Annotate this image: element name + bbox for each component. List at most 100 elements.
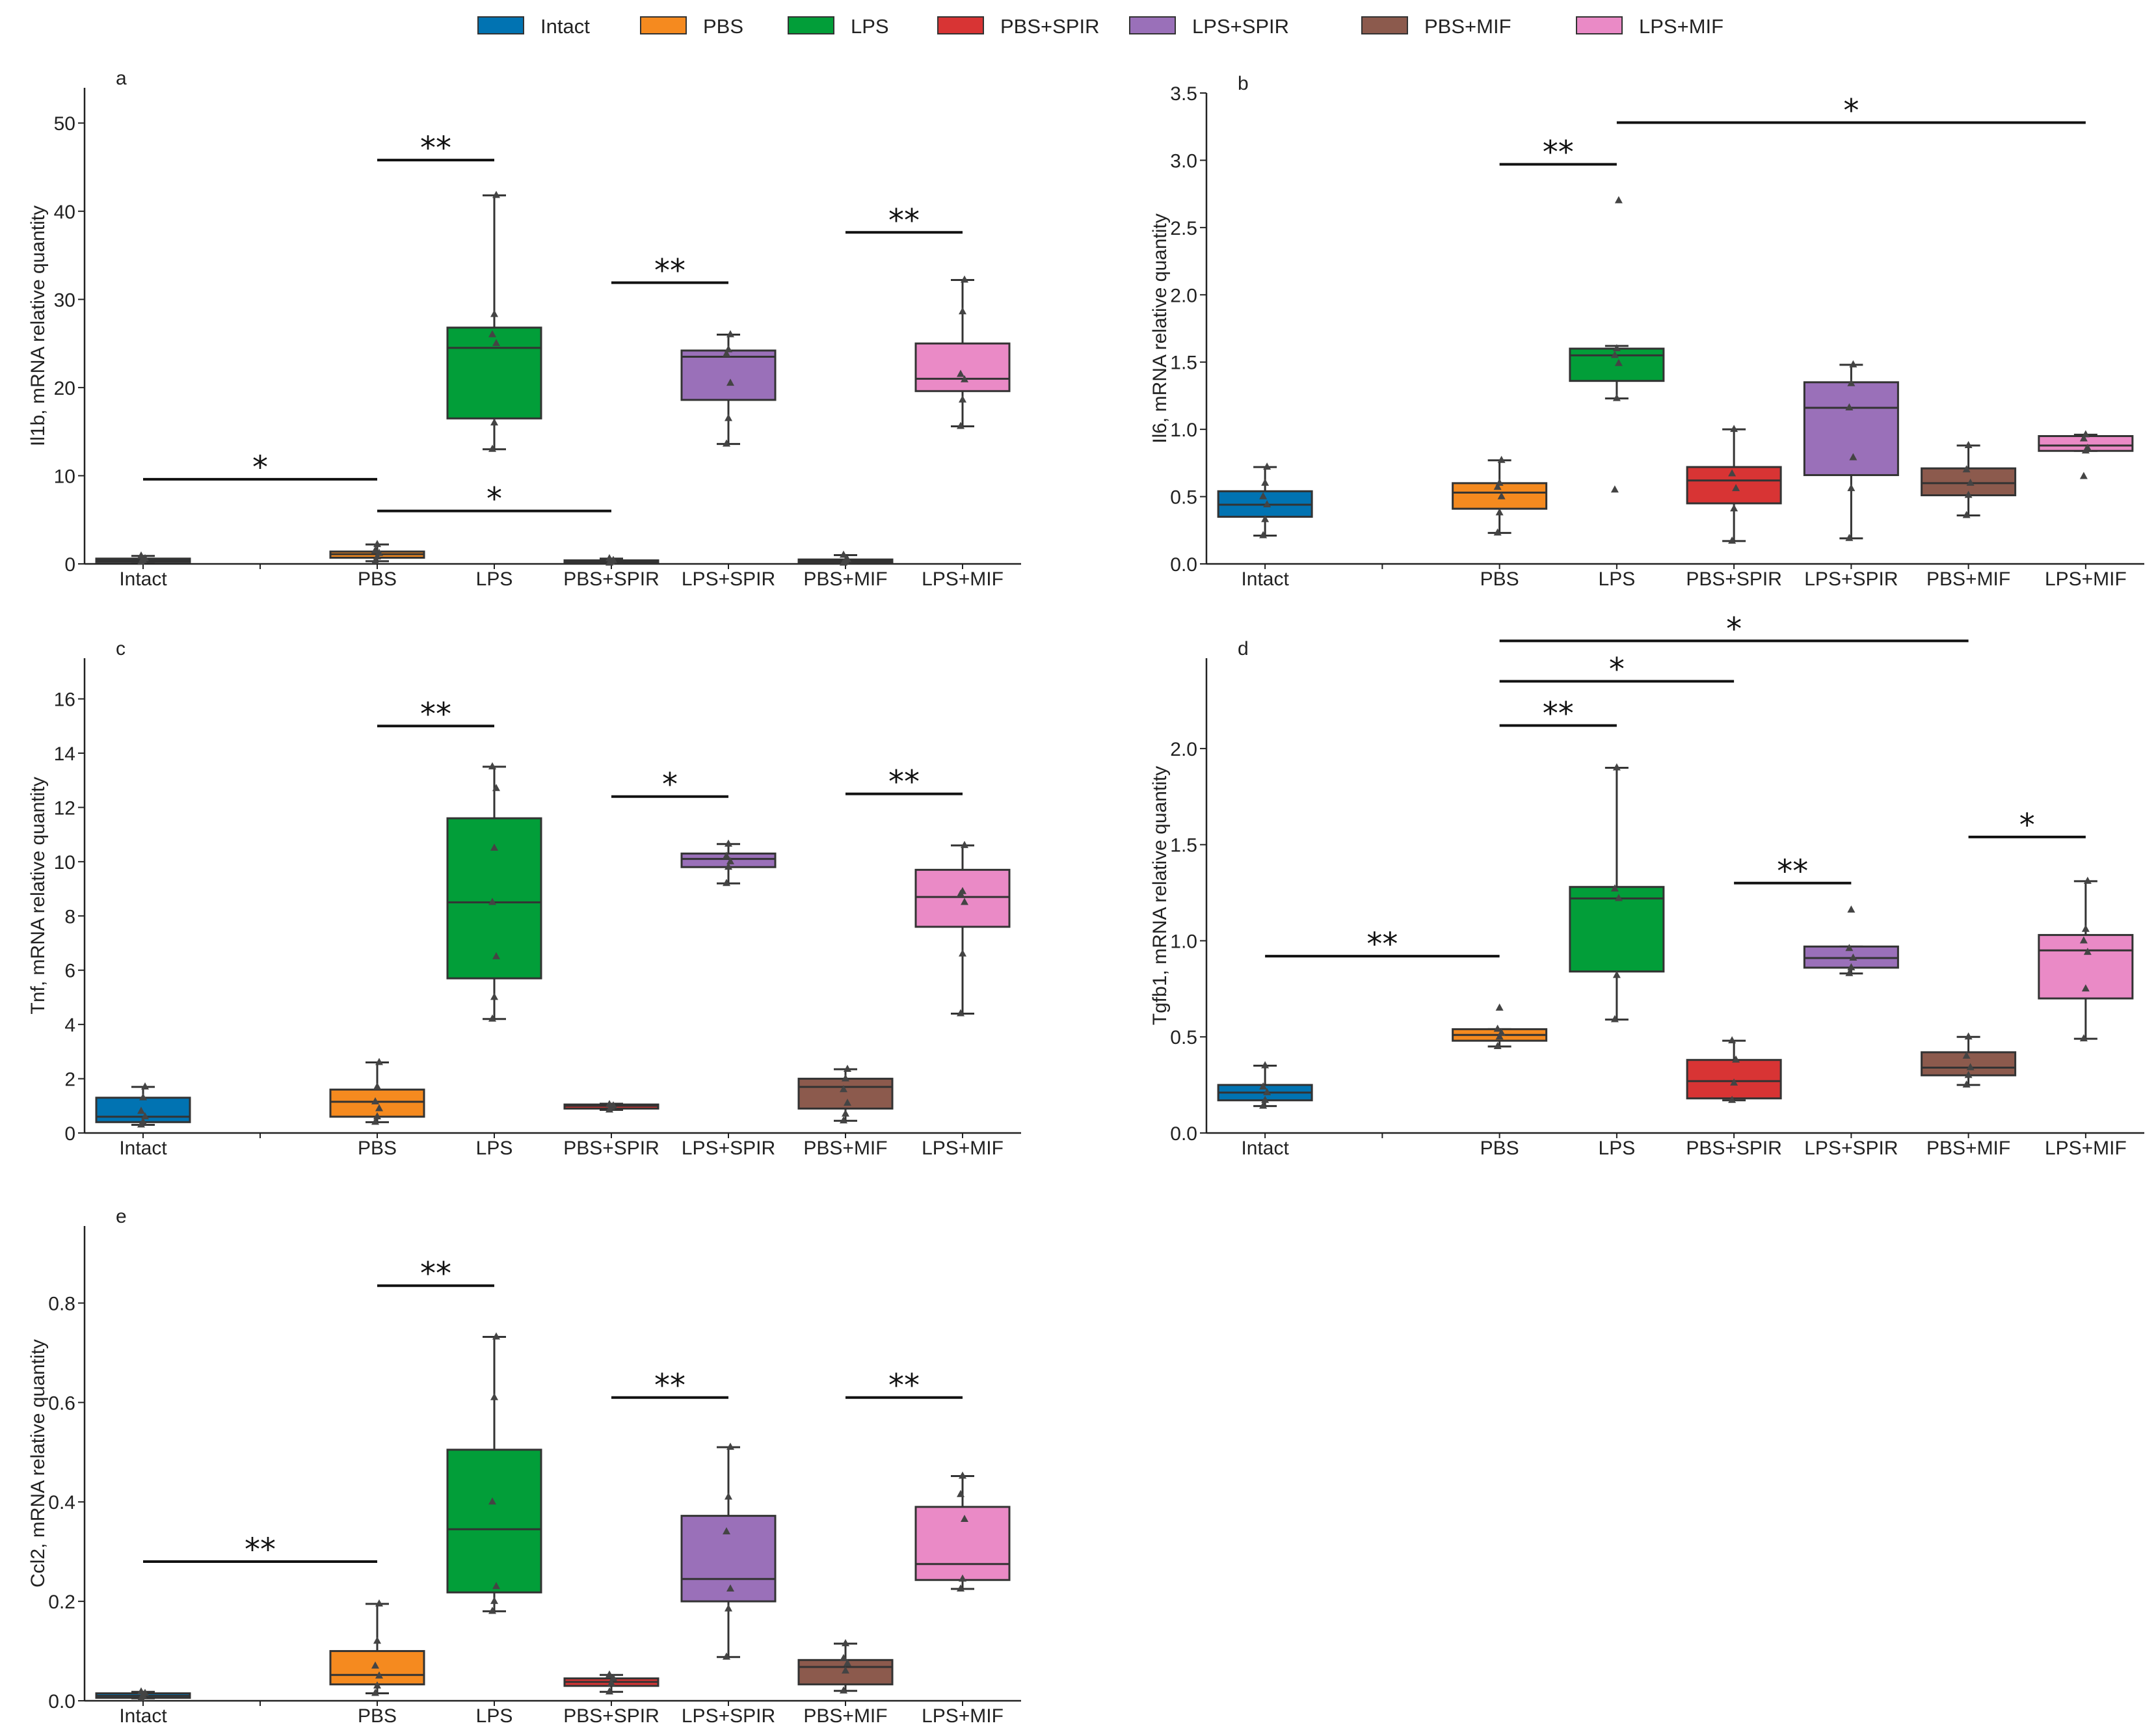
data-point (725, 345, 732, 353)
data-point (726, 379, 734, 386)
data-point (842, 1666, 849, 1674)
x-tick-label: Intact (119, 568, 167, 590)
data-point (1730, 504, 1738, 512)
data-point (606, 1100, 613, 1108)
data-point (842, 1639, 849, 1647)
significance-label: ** (888, 764, 920, 801)
data-point (961, 840, 968, 848)
box-lps-spir (680, 330, 777, 447)
y-axis-label: Ccl2, mRNA relative quantity (27, 1339, 49, 1588)
data-point (2081, 924, 2090, 932)
data-point (1612, 344, 1621, 352)
data-point (488, 1014, 496, 1022)
data-point (957, 369, 965, 377)
x-tick-label: Intact (119, 1138, 167, 1159)
y-tick-label: 30 (54, 289, 75, 311)
data-point (844, 1659, 851, 1666)
data-point (375, 1058, 383, 1065)
panel-letter: b (1238, 73, 1249, 94)
data-point (2081, 984, 2090, 992)
significance-label: * (1726, 611, 1742, 647)
box-lps-spir (680, 839, 777, 886)
data-point (137, 1106, 145, 1114)
data-point (1614, 894, 1623, 901)
significance-bar: * (1499, 651, 1735, 687)
data-point (2079, 434, 2088, 442)
legend-swatch (1361, 16, 1408, 34)
data-point (1259, 531, 1268, 539)
legend-item-pbs-spir: PBS+SPIR (937, 15, 1100, 38)
significance-bar: ** (1265, 926, 1500, 963)
data-point (609, 1673, 617, 1681)
data-point (371, 1661, 379, 1669)
data-point (1732, 1055, 1740, 1063)
data-point (606, 1687, 613, 1695)
box-pbs (329, 1058, 425, 1125)
data-point (492, 339, 500, 347)
data-point (959, 307, 966, 315)
y-tick-label: 0.2 (48, 1592, 75, 1613)
significance-bar: ** (1734, 853, 1852, 890)
box-pbs-mif (1921, 1032, 2017, 1088)
data-point (375, 1599, 383, 1606)
significance-bar: ** (143, 1532, 377, 1568)
data-point (2083, 444, 2092, 451)
legend-swatch (477, 16, 524, 34)
significance-label: ** (654, 253, 685, 289)
data-point (1730, 425, 1738, 433)
box-intact (1217, 1061, 1313, 1109)
x-tick-label: PBS+SPIR (1686, 568, 1782, 590)
y-tick-label: 20 (54, 378, 75, 399)
panel-b: b Il6, mRNA relative quantity 0.0 0.5 1.0 1.5… (1149, 73, 2144, 590)
box-iqr (446, 1448, 542, 1593)
data-point (1962, 1080, 1971, 1088)
box-iqr (680, 349, 777, 401)
data-point (606, 1670, 613, 1678)
box-pbs-mif (1921, 440, 2017, 518)
data-point (723, 851, 730, 859)
data-point (1495, 508, 1504, 516)
data-point (725, 839, 732, 847)
x-tick-label: LPS (1599, 568, 1636, 590)
box-lps-mif (914, 1471, 1011, 1592)
data-point (488, 762, 496, 769)
data-point (840, 1085, 847, 1093)
data-point (1964, 1032, 1973, 1040)
data-point (2083, 876, 2092, 884)
y-axis-label: Tgfb1, mRNA relative quantity (1149, 766, 1171, 1026)
x-tick-label: PBS+MIF (1926, 568, 2010, 590)
y-tick-label: 0.8 (48, 1293, 75, 1314)
data-point (842, 1109, 849, 1117)
data-point (957, 1009, 965, 1017)
x-tick-label: PBS (358, 568, 397, 590)
data-point (607, 1679, 615, 1686)
panel-e: e Ccl2, mRNA relative quantity 0.0 0.2 0.4 0.… (27, 1206, 1021, 1727)
data-point (488, 444, 496, 452)
panel-letter: c (116, 638, 126, 659)
box-pbs (329, 540, 425, 564)
data-point (490, 1597, 498, 1605)
data-point (1962, 511, 1971, 518)
data-point (1495, 478, 1504, 486)
data-point (1964, 490, 1973, 498)
data-point (373, 1112, 381, 1119)
data-point (844, 555, 851, 563)
panel-letter: a (116, 68, 127, 89)
data-point (1966, 1063, 1975, 1071)
data-point (371, 1117, 379, 1125)
data-point (725, 1492, 732, 1500)
significance-label: ** (1777, 853, 1808, 890)
y-tick-label: 16 (54, 689, 75, 711)
y-tick-label: 1.5 (1170, 353, 1197, 374)
significance-bar: ** (611, 1368, 728, 1404)
data-point (488, 1497, 496, 1505)
significance-label: ** (1543, 135, 1574, 171)
panel-c: c Tnf, mRNA relative quantity 0 2 4 6 8 10 12 14 1… (27, 638, 1021, 1159)
data-point (1263, 1087, 1271, 1095)
y-tick-label: 6 (64, 961, 75, 982)
data-point (141, 553, 149, 561)
data-point (1845, 533, 1854, 541)
data-point (1847, 905, 1856, 913)
